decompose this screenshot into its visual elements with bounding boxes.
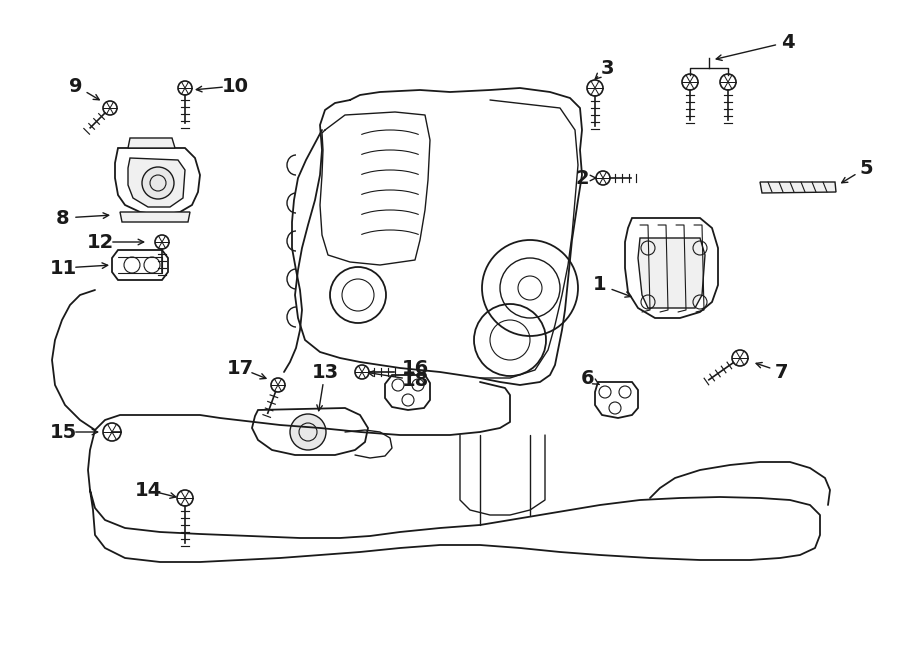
Text: 18: 18: [401, 371, 428, 389]
Text: 1: 1: [593, 275, 607, 295]
Text: 10: 10: [221, 77, 248, 95]
Text: 4: 4: [781, 32, 795, 52]
Text: 3: 3: [600, 58, 614, 77]
Text: 8: 8: [56, 209, 70, 228]
Circle shape: [290, 414, 326, 450]
Text: 2: 2: [575, 169, 589, 187]
Text: 5: 5: [860, 158, 873, 177]
Circle shape: [142, 167, 174, 199]
Polygon shape: [760, 182, 836, 193]
Text: 14: 14: [134, 481, 162, 500]
Text: 15: 15: [50, 422, 76, 442]
Polygon shape: [120, 212, 190, 222]
Text: 7: 7: [775, 363, 788, 381]
Polygon shape: [128, 158, 185, 207]
Polygon shape: [638, 238, 705, 308]
Polygon shape: [128, 138, 175, 148]
Text: 17: 17: [227, 359, 254, 377]
Text: 6: 6: [581, 369, 595, 387]
Text: 13: 13: [311, 363, 338, 381]
Text: 9: 9: [69, 77, 83, 95]
Text: 12: 12: [86, 232, 113, 252]
Text: 16: 16: [401, 359, 428, 377]
Text: 11: 11: [50, 258, 76, 277]
